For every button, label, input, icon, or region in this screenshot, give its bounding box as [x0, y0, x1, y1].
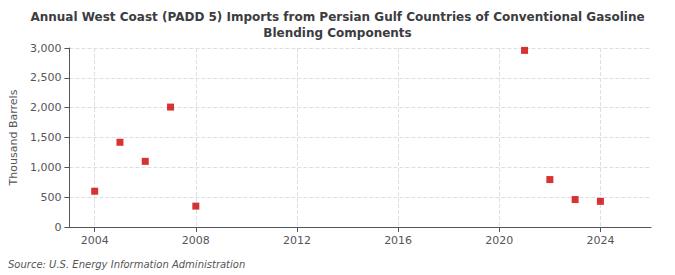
svg-text:2,000: 2,000 [30, 101, 62, 114]
svg-text:500: 500 [40, 191, 61, 204]
svg-text:2016: 2016 [384, 234, 412, 247]
svg-text:Source: U.S. Energy Informatio: Source: U.S. Energy Information Administ… [8, 259, 245, 270]
svg-text:3,000: 3,000 [30, 42, 62, 55]
svg-text:2012: 2012 [283, 234, 311, 247]
svg-text:2,500: 2,500 [30, 71, 62, 84]
svg-text:1,500: 1,500 [30, 131, 62, 144]
svg-text:0: 0 [54, 221, 61, 234]
svg-text:2004: 2004 [81, 234, 109, 247]
svg-text:2008: 2008 [182, 234, 210, 247]
svg-text:1,000: 1,000 [30, 161, 62, 174]
svg-text:Annual West Coast (PADD 5) Imp: Annual West Coast (PADD 5) Imports from … [30, 10, 644, 24]
svg-text:Thousand Barrels: Thousand Barrels [7, 89, 20, 186]
svg-text:2020: 2020 [485, 234, 513, 247]
svg-text:Blending Components: Blending Components [263, 26, 411, 40]
svg-text:2024: 2024 [586, 234, 614, 247]
